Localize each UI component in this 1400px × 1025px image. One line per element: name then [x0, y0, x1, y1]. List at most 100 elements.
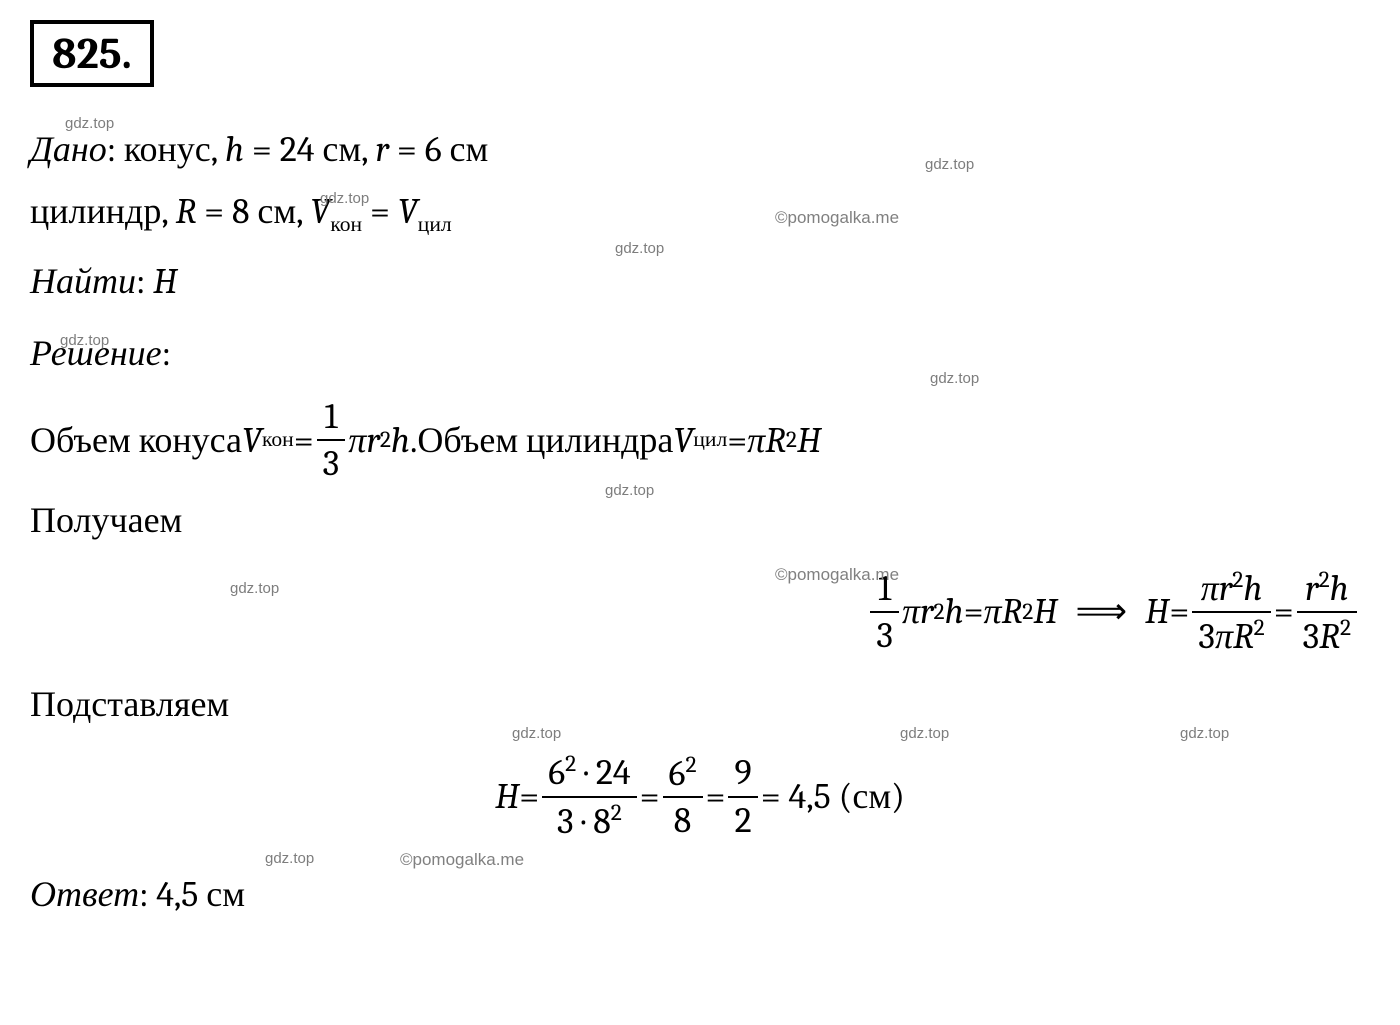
r: r	[1305, 568, 1319, 609]
sq: 2	[934, 594, 945, 630]
pi: π	[902, 584, 920, 640]
implies-arrow: ⟹	[1076, 584, 1128, 640]
frac-r2h-3R2: r2h 3R2	[1297, 567, 1357, 658]
R: R	[1002, 584, 1023, 640]
H: H	[797, 413, 821, 469]
cone-vol-text: Объем конуса	[30, 413, 242, 469]
given-line-2: цилиндр, R = 8 см, Vкон = Vцил	[30, 184, 1370, 243]
eq: =	[1274, 584, 1294, 640]
answer-label: Ответ	[30, 874, 139, 915]
eq: =	[706, 769, 726, 825]
step2-label: Подставляем	[30, 677, 1370, 733]
num: 62	[663, 752, 703, 798]
given-line-1: Дано: конус, h = 24 см, r = 6 см	[30, 122, 1370, 178]
var-Vcyl: V	[398, 191, 418, 232]
eq: =	[964, 584, 984, 640]
answer-block: Ответ: 4,5 см	[30, 867, 1370, 923]
step1-label: Получаем	[30, 493, 1370, 549]
three-times-eight: 3 · 8	[557, 801, 611, 842]
num: r2h	[1297, 567, 1357, 613]
solution-label-block: Решение:	[30, 326, 1370, 382]
volume-formulas: Объем конуса Vкон = 1 3 πr2h. Объем цили…	[30, 396, 1370, 485]
sq2: 2	[786, 422, 797, 458]
cylinder-text: цилиндр,	[30, 191, 176, 232]
sq: 2	[1232, 566, 1243, 593]
period: .	[410, 413, 417, 469]
three: 3	[1303, 616, 1320, 657]
h: h	[1330, 568, 1349, 609]
R: R	[765, 413, 786, 469]
R-value: = 8 см,	[196, 191, 310, 232]
eq: =	[519, 769, 539, 825]
pi: π	[1215, 616, 1233, 657]
den: 3πR2	[1192, 613, 1270, 657]
eq1: =	[294, 413, 314, 469]
r: r	[366, 413, 380, 469]
find-block: Найти: H	[30, 254, 1370, 310]
find-colon: :	[136, 261, 153, 302]
sub-cyl2: цил	[693, 424, 727, 457]
R: R	[1233, 616, 1254, 657]
den: 3	[870, 613, 899, 656]
var-Vkon: V	[310, 191, 330, 232]
solution-colon: :	[162, 333, 172, 374]
content-area: Дано: конус, h = 24 см, r = 6 см цилиндр…	[30, 122, 1370, 923]
var-R: R	[176, 191, 197, 232]
frac-36-8: 62 8	[663, 752, 703, 842]
h: h	[945, 584, 964, 640]
answer-value: : 4,5 см	[139, 874, 245, 915]
num: 62 · 24	[542, 751, 636, 797]
den: 8	[663, 798, 703, 841]
frac-one-third: 1 3	[317, 396, 346, 485]
sq: 2	[1340, 614, 1351, 641]
sq: 2	[685, 751, 696, 778]
six: 6	[669, 753, 686, 794]
den: 2	[728, 798, 757, 841]
cyl-vol-text: Объем цилиндра	[417, 413, 673, 469]
Vcyl: V	[673, 413, 693, 469]
equation-2: H = 62 · 24 3 · 82 = 62 8 = 9 2 = 4,5 (с…	[30, 751, 1370, 842]
sub-kon2: кон	[262, 424, 294, 457]
six: 6	[548, 752, 565, 793]
find-label: Найти	[30, 261, 136, 302]
pi: π	[1201, 568, 1219, 609]
num: 9	[728, 752, 757, 797]
R: R	[1319, 616, 1340, 657]
problem-number: 825.	[52, 28, 132, 79]
sq: 2	[380, 422, 391, 458]
pi2: π	[747, 413, 765, 469]
given-text: : конус,	[107, 129, 225, 170]
given-block: Дано: конус, h = 24 см, r = 6 см цилиндр…	[30, 122, 1370, 242]
eq: =	[640, 769, 660, 825]
num: 1	[870, 568, 899, 613]
h-value: = 24 см,	[244, 129, 375, 170]
frac-den: 3	[317, 441, 346, 484]
times24: · 24	[576, 752, 630, 793]
eq2: =	[727, 413, 747, 469]
sub-kon: кон	[330, 213, 362, 237]
result: = 4,5 (см)	[761, 769, 905, 825]
den: 3 · 82	[542, 798, 636, 842]
sq: 2	[1254, 614, 1265, 641]
frac-9-2: 9 2	[728, 752, 757, 841]
var-r: r	[375, 129, 389, 170]
h: h	[391, 413, 410, 469]
find-var: H	[153, 261, 177, 302]
frac-substitution-1: 62 · 24 3 · 82	[542, 751, 636, 842]
eq-sign: =	[362, 191, 398, 232]
pi: π	[984, 584, 1002, 640]
H: H	[1033, 584, 1057, 640]
H: H	[495, 769, 519, 825]
equation-1: 1 3 πr2h = πR2H ⟹ H = πr2h 3πR2 = r2h 3R	[30, 567, 1370, 658]
three: 3	[1198, 616, 1215, 657]
given-label: Дано	[30, 129, 107, 170]
Vkon: V	[242, 413, 262, 469]
frac-num: 1	[317, 396, 346, 441]
sq: 2	[611, 799, 622, 826]
sq: 2	[565, 750, 576, 777]
sub-cyl: цил	[418, 213, 452, 237]
pi: π	[348, 413, 366, 469]
r: r	[920, 584, 934, 640]
eq: =	[1169, 584, 1189, 640]
r-value: = 6 см	[389, 129, 488, 170]
